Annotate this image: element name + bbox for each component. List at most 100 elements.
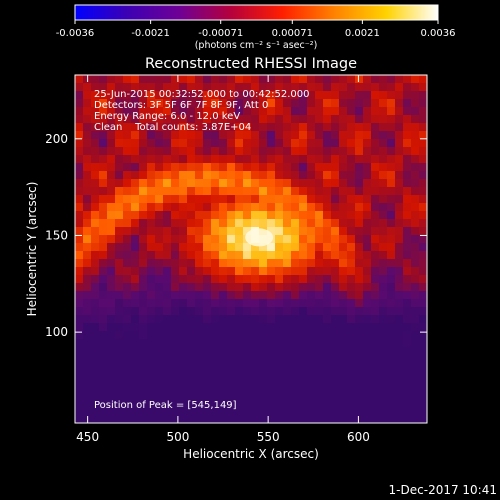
image-pixel xyxy=(219,219,227,227)
image-pixel xyxy=(99,323,107,331)
image-pixel xyxy=(379,131,387,139)
image-pixel xyxy=(331,259,339,267)
image-pixel xyxy=(219,411,227,419)
image-pixel xyxy=(371,251,379,259)
image-pixel xyxy=(243,331,251,339)
image-pixel xyxy=(75,211,83,219)
image-pixel xyxy=(315,251,323,259)
image-pixel xyxy=(403,211,411,219)
image-pixel xyxy=(371,243,379,251)
image-pixel xyxy=(291,235,299,243)
image-pixel xyxy=(107,235,115,243)
image-pixel xyxy=(323,99,331,107)
image-pixel xyxy=(243,139,251,147)
image-pixel xyxy=(283,419,291,423)
image-pixel xyxy=(179,179,187,187)
image-pixel xyxy=(323,75,331,83)
image-pixel xyxy=(323,307,331,315)
image-pixel xyxy=(275,315,283,323)
image-pixel xyxy=(291,371,299,379)
image-pixel xyxy=(371,379,379,387)
image-pixel xyxy=(131,419,139,423)
image-pixel xyxy=(155,163,163,171)
image-pixel xyxy=(227,211,235,219)
image-pixel xyxy=(371,259,379,267)
image-pixel xyxy=(331,339,339,347)
image-pixel xyxy=(115,219,123,227)
image-pixel xyxy=(163,211,171,219)
image-pixel xyxy=(203,267,211,275)
image-pixel xyxy=(123,115,131,123)
image-pixel xyxy=(251,91,259,99)
image-pixel xyxy=(331,163,339,171)
image-pixel xyxy=(339,331,347,339)
image-pixel xyxy=(331,75,339,83)
image-pixel xyxy=(275,299,283,307)
image-pixel xyxy=(275,99,283,107)
image-pixel xyxy=(259,99,267,107)
image-pixel xyxy=(387,131,395,139)
image-pixel xyxy=(419,107,427,115)
image-pixel xyxy=(283,147,291,155)
image-pixel xyxy=(323,411,331,419)
image-pixel xyxy=(171,203,179,211)
image-pixel xyxy=(235,203,243,211)
image-pixel xyxy=(83,115,91,123)
image-pixel xyxy=(403,331,411,339)
image-pixel xyxy=(395,83,403,91)
image-pixel xyxy=(115,323,123,331)
image-pixel xyxy=(363,347,371,355)
image-pixel xyxy=(251,163,259,171)
image-pixel xyxy=(211,203,219,211)
image-pixel xyxy=(379,91,387,99)
image-pixel xyxy=(83,371,91,379)
image-pixel xyxy=(363,131,371,139)
image-pixel xyxy=(99,75,107,83)
image-pixel xyxy=(267,323,275,331)
image-pixel xyxy=(339,147,347,155)
image-pixel xyxy=(91,203,99,211)
image-pixel xyxy=(259,171,267,179)
image-pixel xyxy=(123,211,131,219)
image-pixel xyxy=(227,323,235,331)
image-pixel xyxy=(179,259,187,267)
image-pixel xyxy=(387,419,395,423)
image-pixel xyxy=(355,323,363,331)
image-pixel xyxy=(363,99,371,107)
image-pixel xyxy=(227,243,235,251)
image-pixel xyxy=(123,379,131,387)
image-pixel xyxy=(227,147,235,155)
image-pixel xyxy=(379,419,387,423)
image-pixel xyxy=(187,203,195,211)
image-pixel xyxy=(83,323,91,331)
image-pixel xyxy=(403,203,411,211)
image-pixel xyxy=(91,91,99,99)
image-pixel xyxy=(371,123,379,131)
x-axis-ticks: 450 500 550 600 xyxy=(76,75,370,444)
image-pixel xyxy=(283,379,291,387)
image-pixel xyxy=(147,355,155,363)
image-pixel xyxy=(123,283,131,291)
image-pixel xyxy=(243,379,251,387)
image-pixel xyxy=(315,243,323,251)
image-pixel xyxy=(267,139,275,147)
image-pixel xyxy=(355,171,363,179)
image-pixel xyxy=(211,227,219,235)
image-pixel xyxy=(267,75,275,83)
image-pixel xyxy=(75,243,83,251)
image-pixel xyxy=(283,275,291,283)
image-pixel xyxy=(163,147,171,155)
image-pixel xyxy=(147,251,155,259)
image-pixel xyxy=(323,107,331,115)
image-pixel xyxy=(195,235,203,243)
image-pixel xyxy=(331,379,339,387)
image-pixel xyxy=(147,331,155,339)
image-pixel xyxy=(75,395,83,403)
image-pixel xyxy=(179,299,187,307)
image-pixel xyxy=(107,411,115,419)
image-pixel xyxy=(323,323,331,331)
image-pixel xyxy=(131,339,139,347)
image-pixel xyxy=(75,219,83,227)
image-pixel xyxy=(187,315,195,323)
image-pixel xyxy=(395,187,403,195)
